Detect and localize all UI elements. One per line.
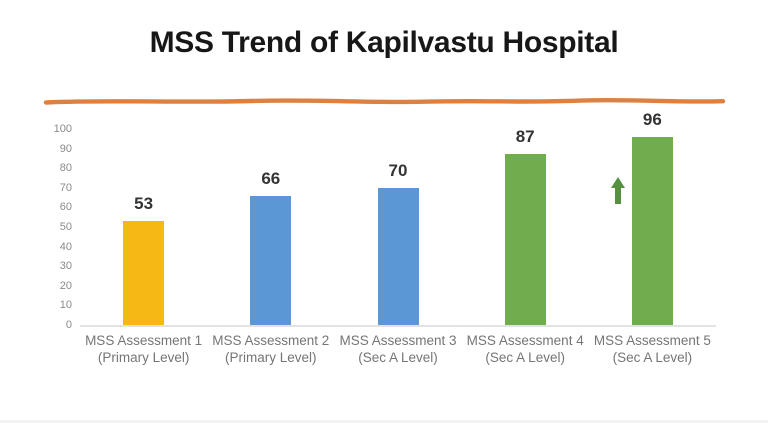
y-tick-label: 100 <box>53 123 72 135</box>
up-arrow-shaft <box>614 187 621 204</box>
chart-title: MSS Trend of Kapilvastu Hospital <box>149 26 619 59</box>
x-axis-label-line1: MSS Assessment 4 <box>466 333 584 348</box>
x-axis-label: MSS Assessment 3 (Sec A Level) <box>332 333 463 366</box>
bar-assessment-3 <box>377 187 419 325</box>
x-axis-label: MSS Assessment 5 (Sec A Level) <box>587 333 718 366</box>
x-axis-label: MSS Assessment 2 (Primary Level) <box>205 333 336 366</box>
bar-value-label: 70 <box>388 160 408 180</box>
y-tick-label: 70 <box>59 181 72 194</box>
bar-value-label: 96 <box>642 109 662 129</box>
y-tick-label: 60 <box>59 201 72 214</box>
y-tick-label: 0 <box>65 319 72 331</box>
x-axis-label-line1: MSS Assessment 3 <box>339 333 457 348</box>
x-axis-label-line2: (Sec A Level) <box>485 349 565 365</box>
x-axis-label-line1: MSS Assessment 2 <box>212 333 330 348</box>
x-axis-label-line2: (Primary Level) <box>97 349 190 365</box>
bar-assessment-5 <box>631 136 673 325</box>
x-axis-label-line2: (Sec A Level) <box>612 349 693 365</box>
bar-assessment-1 <box>123 221 165 325</box>
divider-squiggle <box>43 97 726 105</box>
x-axis-label-line1: MSS Assessment 1 <box>85 333 203 348</box>
y-tick-label: 40 <box>59 240 72 253</box>
x-axis-label: MSS Assessment 1 (Primary Level) <box>78 333 209 366</box>
bar-value-label: 53 <box>134 194 154 214</box>
y-tick-label: 80 <box>59 162 72 175</box>
x-axis-label-line2: (Sec A Level) <box>358 349 438 365</box>
up-arrow-icon <box>610 177 625 188</box>
bar-assessment-4 <box>504 154 546 325</box>
bottom-edge-line <box>0 420 768 423</box>
bar-assessment-2 <box>250 195 292 325</box>
y-tick-label: 10 <box>59 299 72 312</box>
bar-value-label: 66 <box>261 168 281 188</box>
x-axis-line <box>80 325 716 327</box>
bar-value-label: 87 <box>515 127 535 147</box>
y-tick-label: 20 <box>59 279 72 292</box>
y-tick-label: 50 <box>59 221 72 233</box>
y-tick-label: 30 <box>59 260 72 273</box>
x-axis-label: MSS Assessment 4 (Sec A Level) <box>460 333 591 366</box>
y-tick-label: 90 <box>59 142 72 155</box>
x-axis-label-line2: (Primary Level) <box>225 349 317 365</box>
x-axis-label-line1: MSS Assessment 5 <box>593 333 711 348</box>
